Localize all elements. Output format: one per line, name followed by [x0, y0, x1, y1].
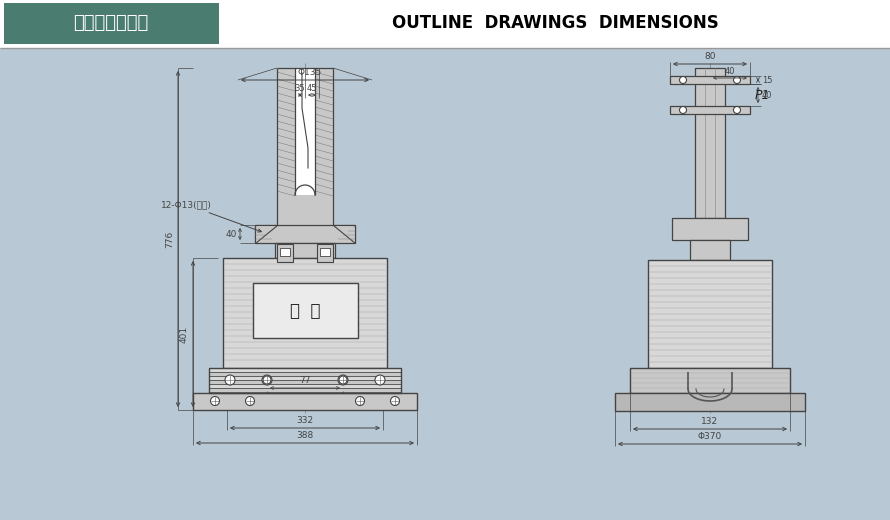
Bar [690, 240, 730, 260]
Circle shape [391, 397, 400, 406]
Bar [615, 393, 805, 411]
Bar [209, 368, 401, 372]
Text: 388: 388 [296, 431, 313, 440]
Text: Φ370: Φ370 [698, 432, 722, 441]
Text: 77: 77 [299, 376, 311, 385]
Bar [648, 260, 772, 368]
Text: OUTLINE  DRAWINGS  DIMENSIONS: OUTLINE DRAWINGS DIMENSIONS [392, 14, 718, 32]
Bar [209, 384, 401, 388]
Bar [277, 244, 293, 262]
Bar [4, 3, 219, 44]
Circle shape [733, 107, 740, 113]
Bar [670, 106, 750, 114]
Text: 40: 40 [762, 90, 773, 99]
Bar [209, 368, 401, 393]
Bar [320, 248, 330, 256]
Text: 铭  牌: 铭 牌 [290, 302, 320, 319]
Bar [209, 388, 401, 392]
Text: 332: 332 [296, 416, 313, 425]
Bar [223, 258, 387, 368]
Bar [0, 0, 890, 48]
Bar [209, 372, 401, 376]
Bar [672, 218, 748, 240]
Text: 45: 45 [307, 84, 317, 93]
Polygon shape [277, 68, 295, 195]
Bar [275, 243, 335, 258]
Bar [317, 244, 333, 262]
Circle shape [211, 397, 220, 406]
Bar [255, 225, 355, 243]
Text: 35: 35 [295, 84, 305, 93]
Text: 132: 132 [701, 417, 718, 426]
Text: 外形及安装尺寸: 外形及安装尺寸 [73, 14, 149, 32]
Circle shape [246, 397, 255, 406]
Bar [277, 68, 333, 225]
Circle shape [339, 376, 347, 384]
Bar [670, 76, 750, 84]
Bar [209, 376, 401, 380]
Circle shape [679, 107, 686, 113]
Text: P1: P1 [755, 88, 771, 101]
Text: 40: 40 [226, 229, 237, 239]
Polygon shape [333, 225, 355, 243]
Circle shape [375, 375, 385, 385]
Bar [630, 368, 790, 393]
Bar [209, 380, 401, 384]
Polygon shape [315, 68, 333, 195]
Bar [193, 393, 417, 410]
Circle shape [338, 375, 348, 385]
Circle shape [225, 375, 235, 385]
Bar [253, 283, 358, 338]
Bar [295, 68, 315, 195]
Circle shape [355, 397, 365, 406]
Polygon shape [255, 225, 277, 243]
Bar [695, 68, 725, 218]
Text: 12-Φ13(均分): 12-Φ13(均分) [161, 200, 262, 232]
Text: 40: 40 [724, 67, 735, 76]
Text: Φ135: Φ135 [298, 68, 322, 77]
Text: 80: 80 [704, 52, 716, 61]
Text: 401: 401 [180, 326, 189, 343]
Text: 15: 15 [762, 75, 773, 85]
Circle shape [679, 76, 686, 84]
Text: 776: 776 [165, 230, 174, 248]
Circle shape [733, 76, 740, 84]
Bar [280, 248, 290, 256]
Circle shape [262, 375, 272, 385]
Circle shape [263, 376, 271, 384]
